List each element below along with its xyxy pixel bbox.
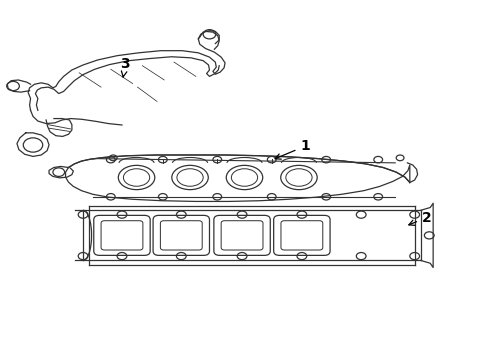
Text: 2: 2 — [408, 211, 431, 225]
Text: 3: 3 — [121, 57, 130, 77]
Text: 1: 1 — [275, 139, 309, 159]
